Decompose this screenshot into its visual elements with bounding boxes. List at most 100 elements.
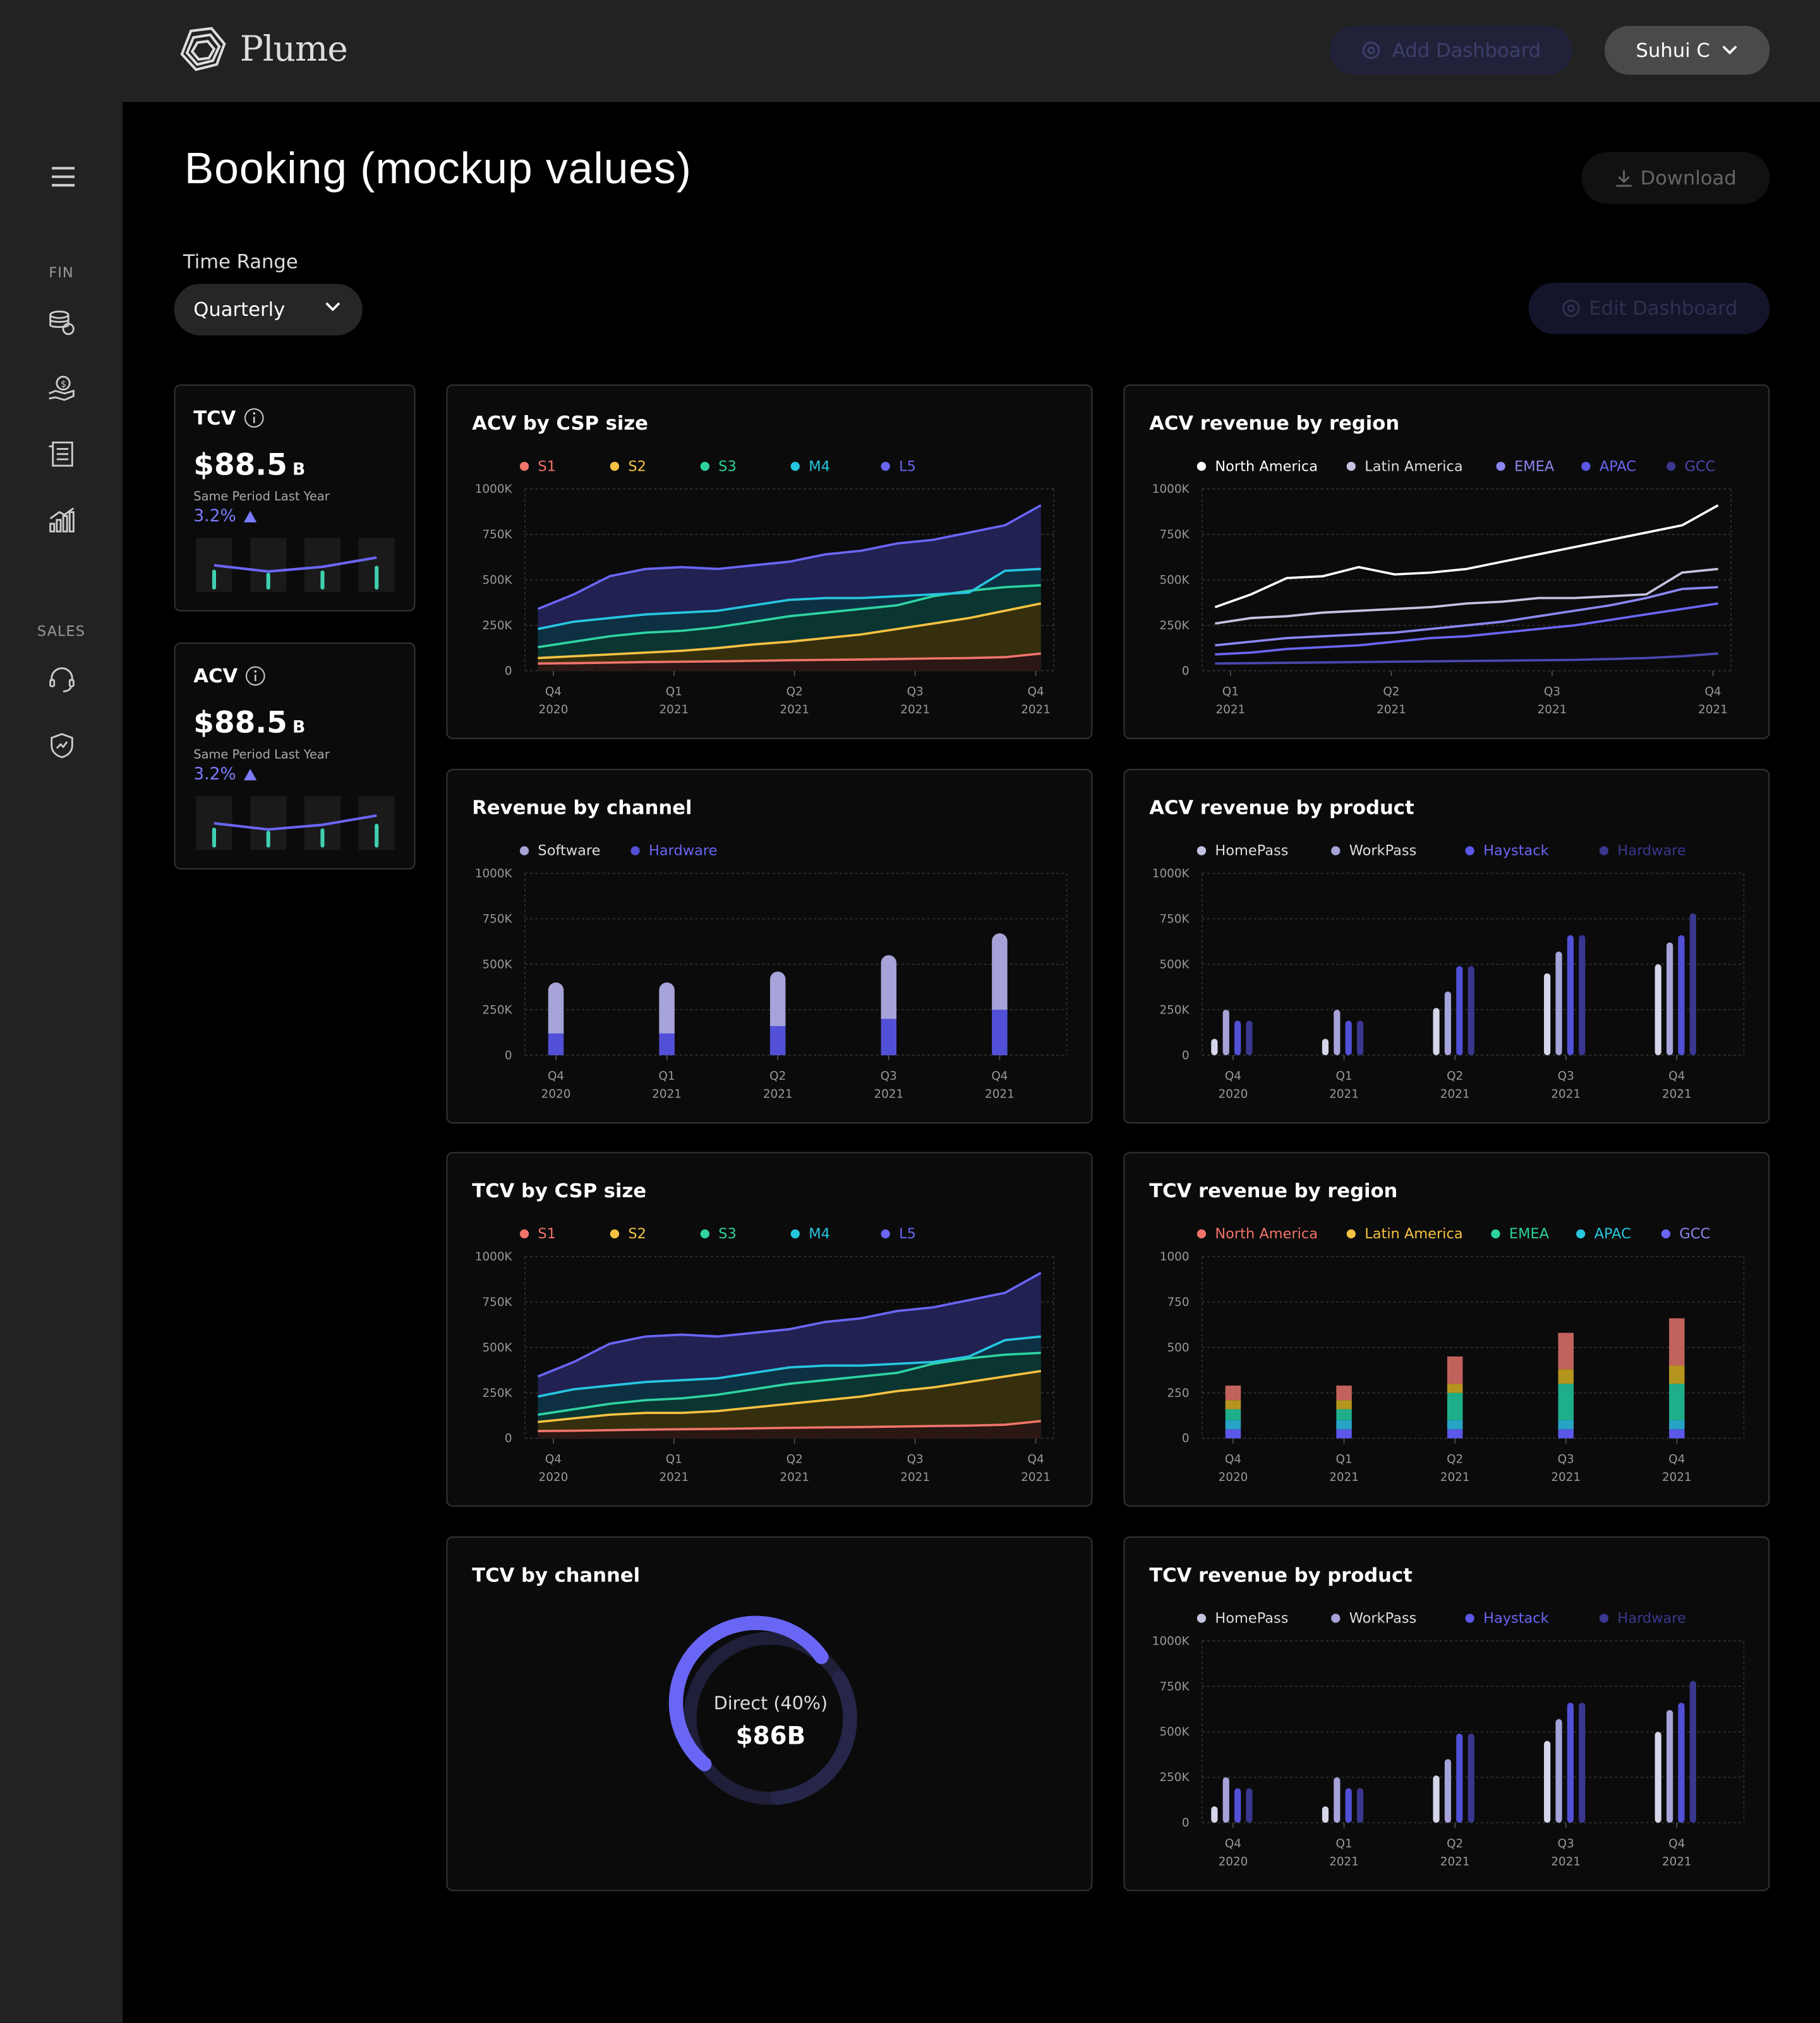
bar-homepass[interactable]: [1544, 973, 1551, 1056]
legend-item[interactable]: WorkPass: [1331, 1610, 1465, 1627]
legend-item[interactable]: S1: [519, 1226, 610, 1242]
bar-workpass[interactable]: [1222, 1010, 1229, 1056]
legend-item[interactable]: HomePass: [1196, 842, 1331, 859]
chart-card-tcv-csp[interactable]: TCV by CSP size S1 S2 S3 M4 L5 1000K 750K 500K…: [446, 1152, 1093, 1507]
bar-workpass[interactable]: [1666, 942, 1673, 1056]
bar-segment[interactable]: [1447, 1384, 1463, 1393]
bar-haystack[interactable]: [1567, 1703, 1574, 1823]
legend-item[interactable]: Hardware: [1599, 842, 1733, 859]
bar-software[interactable]: [881, 955, 897, 1027]
bar-hardware[interactable]: [1356, 1788, 1364, 1823]
series-line[interactable]: [537, 1272, 1042, 1378]
legend-item[interactable]: Latin America: [1346, 1226, 1492, 1242]
bar-workpass[interactable]: [1334, 1777, 1341, 1823]
bar-software[interactable]: [659, 982, 675, 1041]
legend-item[interactable]: L5: [881, 458, 972, 474]
kpi-card-acv[interactable]: ACV $88.5 B Same Period Last Year 3.2%: [174, 642, 416, 870]
legend-item[interactable]: Latin America: [1346, 458, 1497, 474]
series-line[interactable]: [538, 652, 1041, 665]
legend-item[interactable]: S2: [610, 1226, 701, 1242]
chart-card-tcv-product[interactable]: TCV revenue by product HomePass WorkPass H…: [1123, 1536, 1770, 1892]
brand-logo[interactable]: Plume: [176, 23, 348, 75]
bar-haystack[interactable]: [1456, 966, 1463, 1056]
bar-haystack[interactable]: [1567, 935, 1574, 1056]
bar-haystack[interactable]: [1234, 1020, 1241, 1056]
bar-homepass[interactable]: [1433, 1008, 1440, 1056]
bar-homepass[interactable]: [1433, 1775, 1440, 1823]
series-line[interactable]: [537, 504, 1042, 610]
legend-item[interactable]: Haystack: [1465, 842, 1599, 859]
series-line[interactable]: [538, 1335, 1041, 1398]
legend-item[interactable]: Software: [519, 842, 631, 859]
kpi-card-tcv[interactable]: TCV $88.5 B Same Period Last Year 3.2%: [174, 384, 416, 612]
legend-item[interactable]: EMEA: [1491, 1226, 1576, 1242]
bar-workpass[interactable]: [1444, 991, 1452, 1056]
bar-hardware[interactable]: [1246, 1788, 1253, 1823]
donut-slice-direct[interactable]: [668, 1615, 829, 1772]
bar-hardware[interactable]: [1467, 966, 1474, 1056]
bar-hardware[interactable]: [1579, 1703, 1586, 1823]
shield-chart-icon[interactable]: [48, 732, 76, 760]
legend-item[interactable]: GCC: [1661, 1226, 1747, 1242]
bar-segment[interactable]: [1669, 1420, 1685, 1430]
bar-software[interactable]: [548, 982, 564, 1041]
legend-item[interactable]: HomePass: [1196, 1610, 1331, 1627]
bar-workpass[interactable]: [1555, 951, 1562, 1056]
bar-software[interactable]: [769, 971, 786, 1034]
bar-segment[interactable]: [1447, 1392, 1463, 1420]
chart-card-revenue-channel[interactable]: Revenue by channel Software Hardware 1000…: [446, 768, 1093, 1124]
series-line[interactable]: [538, 602, 1042, 660]
bar-haystack[interactable]: [1678, 935, 1685, 1056]
edit-dashboard-button[interactable]: Edit Dashboard: [1528, 282, 1770, 334]
info-icon[interactable]: [244, 408, 265, 428]
chart-card-acv-csp[interactable]: ACV by CSP size S1 S2 S3 M4 L5 1000K 750K 500K…: [446, 384, 1093, 739]
bar-segment[interactable]: [1558, 1384, 1574, 1420]
hand-dollar-icon[interactable]: $: [48, 374, 76, 402]
bar-haystack[interactable]: [1456, 1734, 1463, 1823]
time-range-select[interactable]: Quarterly: [174, 284, 363, 335]
legend-item[interactable]: WorkPass: [1331, 842, 1465, 859]
series-line[interactable]: [538, 1370, 1042, 1423]
series-line[interactable]: [1214, 504, 1719, 608]
bar-workpass[interactable]: [1444, 1759, 1452, 1823]
bar-hardware[interactable]: [1689, 1681, 1696, 1823]
download-button[interactable]: Download: [1581, 152, 1770, 204]
legend-item[interactable]: Hardware: [630, 842, 742, 859]
legend-item[interactable]: S2: [610, 458, 701, 474]
series-line[interactable]: [1215, 602, 1718, 656]
legend-item[interactable]: L5: [881, 1226, 972, 1242]
legend-item[interactable]: S1: [519, 458, 610, 474]
bar-homepass[interactable]: [1211, 1039, 1218, 1056]
ledger-icon[interactable]: [48, 440, 76, 468]
series-line[interactable]: [538, 567, 1041, 631]
bar-homepass[interactable]: [1322, 1039, 1329, 1056]
bar-segment[interactable]: [1669, 1384, 1685, 1420]
bar-workpass[interactable]: [1334, 1010, 1341, 1056]
bar-homepass[interactable]: [1654, 964, 1661, 1056]
bar-hardware[interactable]: [1246, 1020, 1253, 1056]
series-line[interactable]: [1215, 567, 1718, 625]
series-line[interactable]: [538, 1420, 1041, 1432]
legend-item[interactable]: M4: [790, 1226, 881, 1242]
chart-card-tcv-channel[interactable]: TCV by channel Direct (40%) $86B: [446, 1536, 1093, 1892]
database-coins-icon[interactable]: [48, 308, 76, 337]
legend-item[interactable]: APAC: [1576, 1226, 1661, 1242]
bar-workpass[interactable]: [1555, 1718, 1562, 1823]
bar-hardware[interactable]: [1356, 1020, 1364, 1056]
legend-item[interactable]: M4: [790, 458, 881, 474]
bar-haystack[interactable]: [1678, 1703, 1685, 1823]
chart-card-acv-region[interactable]: ACV revenue by region North America Latin…: [1123, 384, 1770, 739]
bar-haystack[interactable]: [1345, 1020, 1352, 1056]
legend-item[interactable]: EMEA: [1496, 458, 1581, 474]
bar-segment[interactable]: [1447, 1420, 1463, 1430]
bar-segment[interactable]: [1336, 1420, 1352, 1430]
bar-segment[interactable]: [1669, 1365, 1685, 1384]
bar-homepass[interactable]: [1654, 1732, 1661, 1823]
legend-item[interactable]: S3: [700, 1226, 791, 1242]
bar-homepass[interactable]: [1322, 1806, 1329, 1823]
bar-workpass[interactable]: [1666, 1710, 1673, 1823]
bar-segment[interactable]: [1225, 1400, 1241, 1410]
legend-item[interactable]: APAC: [1581, 458, 1666, 474]
bar-chart-growth-icon[interactable]: [48, 505, 76, 534]
chart-card-tcv-region[interactable]: TCV revenue by region North America Latin…: [1123, 1152, 1770, 1507]
